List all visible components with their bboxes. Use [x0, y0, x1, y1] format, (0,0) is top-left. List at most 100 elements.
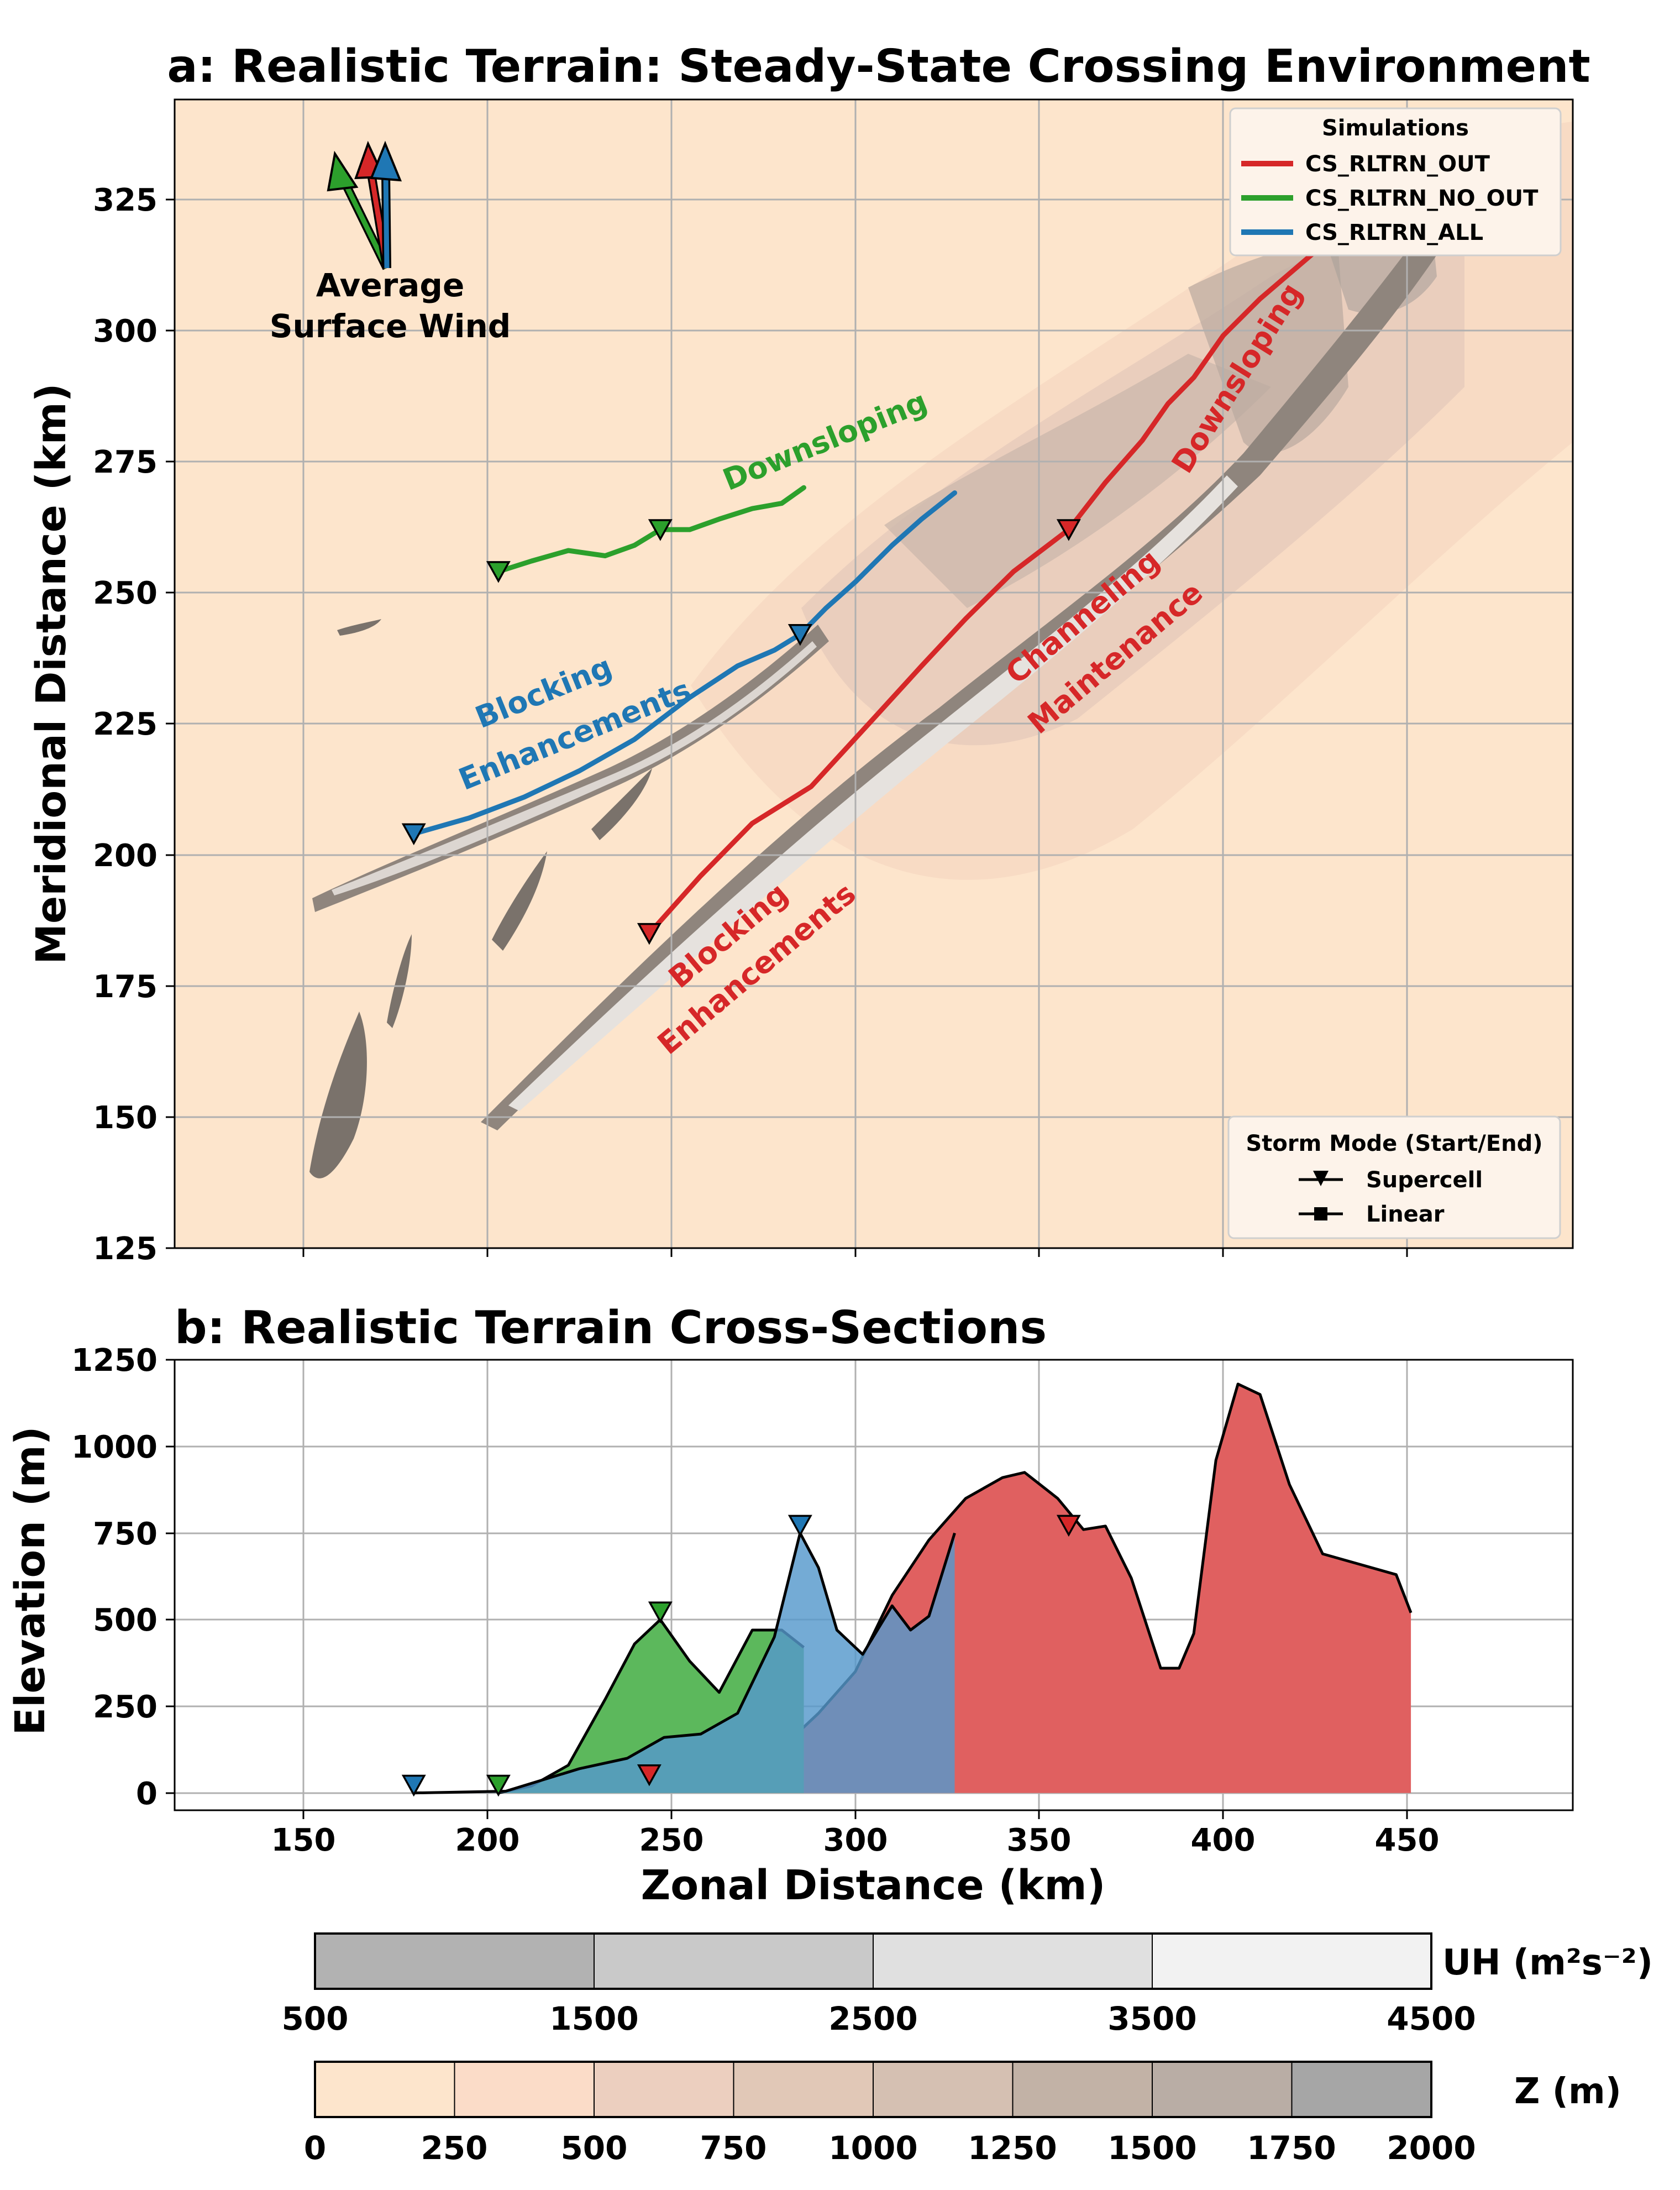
y-tick-label: 500	[93, 1602, 158, 1638]
colorbar-z-label: Z (m)	[1514, 2071, 1621, 2112]
y-tick-label: 275	[93, 444, 158, 480]
y-tick-label: 1250	[71, 1343, 158, 1379]
colorbar-uh-label: UH (m²s⁻²)	[1442, 1942, 1653, 1983]
panel-a-y-axis-label: Meridional Distance (km)	[28, 383, 75, 964]
cb-uh-tick: 500	[281, 2000, 348, 2037]
square-icon	[1314, 1207, 1327, 1220]
supercell-marker-icon	[401, 1774, 426, 1797]
colorbar-z-segment	[454, 2061, 595, 2118]
x-tick-label: 400	[1191, 1822, 1256, 1858]
y-tick-label: 750	[93, 1516, 158, 1552]
colorbar-z-segment	[733, 2061, 874, 2118]
x-tick-label: 200	[455, 1822, 520, 1858]
cross-section-outline	[413, 1532, 956, 1795]
y-tick-label: 150	[93, 1100, 158, 1136]
colorbar-uh-frame	[314, 1932, 1432, 1990]
legend-simulations-title: Simulations	[1322, 116, 1469, 141]
wind-arrow-icon	[327, 140, 402, 270]
legend-entry-supercell: Supercell	[1366, 1167, 1483, 1193]
colorbar-z-segment	[594, 2061, 734, 2118]
cb-z-tick: 2000	[1387, 2129, 1476, 2167]
cb-uh-tick: 1500	[549, 2000, 638, 2037]
colorbar-uh-segment	[1152, 1933, 1432, 1989]
x-tick-label: 350	[1007, 1822, 1072, 1858]
cb-uh-tick: 4500	[1387, 2000, 1476, 2037]
cb-uh-tick: 3500	[1107, 2000, 1196, 2037]
y-tick-label: 325	[93, 182, 158, 218]
x-tick-label: 300	[823, 1822, 888, 1858]
legend-entry-out: CS_RLTRN_OUT	[1305, 151, 1490, 177]
track-line	[411, 490, 957, 836]
triangle-down-icon	[1313, 1171, 1329, 1186]
panel-b-x-axis-label: Zonal Distance (km)	[641, 1862, 1106, 1909]
panel-b-frame	[174, 1359, 1574, 1811]
y-tick-label: 200	[93, 838, 158, 874]
legend-simulations: Simulations CS_RLTRN_OUT CS_RLTRN_NO_OUT…	[1229, 107, 1562, 256]
colorbar-z	[314, 2061, 1432, 2118]
legend-simulations-box	[1229, 107, 1562, 256]
supercell-marker-icon	[788, 624, 812, 646]
wind-label-line1: Average	[316, 266, 465, 304]
colorbar-uh-segment	[314, 1933, 595, 1989]
colorbar-uh	[314, 1932, 1432, 1990]
supercell-marker-icon	[637, 923, 662, 945]
panel-b-x-axis: 150 200 250 300 350 400 450	[271, 1810, 1440, 1858]
cb-z-tick: 0	[304, 2129, 326, 2167]
supercell-marker-icon	[486, 1774, 511, 1797]
uh-swaths	[309, 210, 1459, 1178]
supercell-marker-icon	[637, 1764, 662, 1786]
panel-b-cross-sections	[401, 1382, 1413, 1797]
legend-entry-all: CS_RLTRN_ALL	[1305, 220, 1483, 245]
panel-a-grid	[175, 99, 1573, 1248]
colorbar-uh-ticks: 500 1500 2500 3500 4500	[281, 2000, 1476, 2037]
legend-storm-mode: Storm Mode (Start/End) Supercell Linear	[1227, 1115, 1561, 1239]
panel-a-frame	[174, 98, 1574, 1249]
y-tick-label: 250	[93, 575, 158, 611]
panel-b-title: b: Realistic Terrain Cross-Sections	[175, 1302, 1047, 1354]
cb-z-tick: 250	[421, 2129, 487, 2167]
legend-entry-no-out: CS_RLTRN_NO_OUT	[1305, 186, 1539, 211]
supercell-marker-icon	[1056, 519, 1081, 541]
y-tick-label: 125	[93, 1231, 158, 1267]
supercell-marker-icon	[486, 561, 511, 583]
panel-b-plot-area	[174, 1359, 1574, 1811]
colorbar-z-ticks: 0 250 500 750 1000 1250 1500 1750 2000	[304, 2129, 1476, 2167]
x-tick-label: 250	[639, 1822, 704, 1858]
panel-b-y-axis-label: Elevation (m)	[7, 1426, 54, 1735]
x-tick-label: 450	[1375, 1822, 1440, 1858]
supercell-marker-icon	[1056, 1515, 1081, 1537]
colorbar-z-segment	[1012, 2061, 1153, 2118]
y-tick-label: 300	[93, 313, 158, 349]
y-tick-label: 225	[93, 706, 158, 742]
cb-z-tick: 500	[560, 2129, 627, 2167]
supercell-marker-icon	[401, 823, 426, 846]
cb-uh-tick: 2500	[828, 2000, 917, 2037]
cb-z-tick: 1000	[828, 2129, 917, 2167]
wind-label-line2: Surface Wind	[270, 307, 511, 345]
terrain-relief	[691, 122, 1573, 880]
colorbar-z-segment	[1291, 2061, 1432, 2118]
panel-a-tracks	[401, 207, 1373, 945]
supercell-marker-icon	[648, 519, 673, 541]
cb-z-tick: 750	[700, 2129, 767, 2167]
cross-section-area	[413, 1533, 955, 1793]
colorbar-z-segment	[1152, 2061, 1293, 2118]
colorbar-z-segment	[314, 2061, 455, 2118]
cb-z-tick: 1250	[968, 2129, 1057, 2167]
x-tick-label: 150	[271, 1822, 336, 1858]
y-tick-label: 175	[93, 969, 158, 1005]
y-tick-label: 1000	[71, 1429, 158, 1465]
supercell-marker-icon	[788, 1515, 812, 1537]
legend-storm-mode-title: Storm Mode (Start/End)	[1246, 1131, 1542, 1156]
legend-storm-mode-box	[1227, 1115, 1561, 1239]
colorbar-z-segment	[873, 2061, 1014, 2118]
panel-a-title: a: Realistic Terrain: Steady-State Cross…	[167, 40, 1590, 93]
panel-b-y-axis: 0 250 500 750 1000 1250	[71, 1343, 175, 1812]
panel-a-y-axis: 125 150 175 200 225 250 275 300 325	[93, 182, 175, 1267]
panel-a-plot-area	[174, 98, 1574, 1249]
supercell-marker-icon	[648, 1601, 673, 1623]
cb-z-tick: 1500	[1107, 2129, 1196, 2167]
legend-entry-linear: Linear	[1366, 1202, 1445, 1227]
colorbar-uh-segment	[873, 1933, 1153, 1989]
